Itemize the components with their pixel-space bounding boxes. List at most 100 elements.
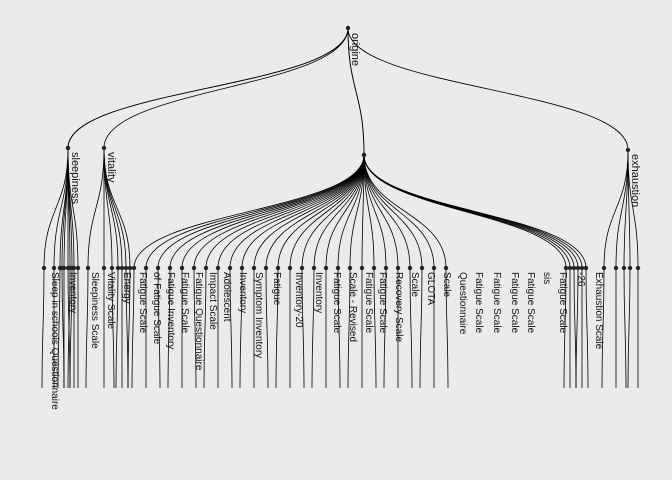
- tree-edge: [169, 154, 365, 269]
- root-label: origine: [349, 33, 361, 66]
- leaf-node: [371, 265, 377, 271]
- leaf-node: [227, 265, 233, 271]
- leaf-label: Fatigue Scale: [557, 272, 568, 334]
- tree-edge: [85, 267, 89, 389]
- tree-edge: [229, 267, 233, 389]
- leaf-node: [179, 265, 185, 271]
- tree-edge: [193, 267, 197, 389]
- leaf-label: sis: [541, 272, 552, 284]
- tree-edge: [103, 27, 349, 149]
- tree-edge: [313, 154, 365, 269]
- tree-edge: [203, 267, 207, 389]
- tree-edge: [253, 154, 365, 269]
- tree-edge: [275, 267, 279, 389]
- leaf-node: [579, 265, 585, 271]
- leaf-node: [75, 265, 81, 271]
- leaf-label: Inventory-20: [293, 272, 304, 328]
- tree-edge: [585, 267, 589, 389]
- leaf-label: Fatigue Scale: [509, 272, 520, 334]
- leaf-node: [627, 265, 633, 271]
- leaf-node: [395, 265, 401, 271]
- tree-edge: [145, 154, 365, 269]
- leaf-node: [115, 265, 121, 271]
- leaf-node: [621, 265, 627, 271]
- leaf-node: [251, 265, 257, 271]
- tree-edge: [67, 147, 75, 269]
- tree-edge: [347, 27, 365, 156]
- tree-edge: [289, 154, 365, 269]
- leaf-node: [131, 265, 137, 271]
- tree-edge: [265, 154, 365, 269]
- leaf-node: [85, 265, 91, 271]
- leaf-label: Scale: [409, 272, 420, 297]
- tree-edge: [181, 154, 365, 269]
- leaf-node: [601, 265, 607, 271]
- tree-edge: [363, 154, 447, 269]
- leaf-label: Fatigue Scale: [525, 272, 536, 334]
- leaf-label: Sleep in schools Questionnaire: [49, 272, 60, 410]
- leaf-label: Vitality Scale: [105, 272, 116, 330]
- leaf-node: [335, 265, 341, 271]
- leaf-node: [127, 265, 133, 271]
- leaf-node: [203, 265, 209, 271]
- tree-edge: [627, 149, 639, 269]
- branch-node: [625, 147, 631, 153]
- tree-edge: [445, 267, 449, 389]
- tree-edge: [131, 267, 135, 389]
- leaf-label: -26: [575, 272, 586, 287]
- tree-edge: [133, 154, 365, 269]
- leaf-label: GLOTA: [425, 272, 436, 305]
- leaf-node: [101, 265, 107, 271]
- leaf-node: [311, 265, 317, 271]
- tree-labels: origine sleepiness Sleep in schools Quest…: [49, 33, 641, 410]
- leaf-node: [383, 265, 389, 271]
- tree-edge: [419, 267, 423, 389]
- branch-label: vitality: [105, 152, 117, 183]
- leaf-node: [575, 265, 581, 271]
- leaf-label: Fatigue Scale: [137, 272, 148, 334]
- tree-edge: [41, 267, 45, 389]
- leaf-label: Questionnaire: [457, 272, 468, 335]
- leaf-node: [571, 265, 577, 271]
- leaf-node: [443, 265, 449, 271]
- leaf-label: Fatigue Inventory: [165, 272, 176, 349]
- leaf-label: Inventory: [67, 272, 78, 313]
- tree-edge: [347, 267, 351, 389]
- tree-edge: [383, 267, 387, 389]
- tree-edge: [239, 267, 243, 389]
- tree-edge: [265, 267, 269, 389]
- branch-node: [361, 152, 367, 158]
- branch-label: exhaustion: [629, 154, 641, 207]
- leaf-label: Symptom Inventory: [253, 272, 264, 358]
- leaf-label: Fatigue Scale: [363, 272, 374, 334]
- root-node: [345, 25, 351, 31]
- tree-edge: [347, 27, 629, 151]
- tree-edges: [41, 27, 639, 389]
- branch-node: [101, 145, 107, 151]
- tree-edge: [363, 154, 587, 269]
- leaf-label: Fatigue Scale: [331, 272, 342, 334]
- leaf-label: Inventory: [313, 272, 324, 313]
- leaf-node: [263, 265, 269, 271]
- leaf-node: [123, 265, 129, 271]
- leaf-node: [407, 265, 413, 271]
- leaf-node: [61, 265, 67, 271]
- tree-edge: [111, 267, 115, 389]
- leaf-node: [287, 265, 293, 271]
- tree-edge: [623, 267, 627, 389]
- tree-edge: [87, 147, 105, 269]
- tree-edge: [373, 267, 377, 389]
- tree-edge: [301, 267, 305, 389]
- leaf-label: of Fatigue Scale: [151, 272, 162, 345]
- tree-edge: [603, 149, 629, 269]
- leaf-node: [109, 265, 115, 271]
- tree-edge: [325, 154, 365, 269]
- tree-edge: [627, 267, 631, 389]
- leaf-label: Recovery Scale: [393, 272, 404, 342]
- leaf-node: [239, 265, 245, 271]
- leaf-node: [51, 265, 57, 271]
- tree-edge: [103, 147, 131, 269]
- tree-edge: [193, 154, 365, 269]
- leaf-label: Fatigue Scale: [473, 272, 484, 334]
